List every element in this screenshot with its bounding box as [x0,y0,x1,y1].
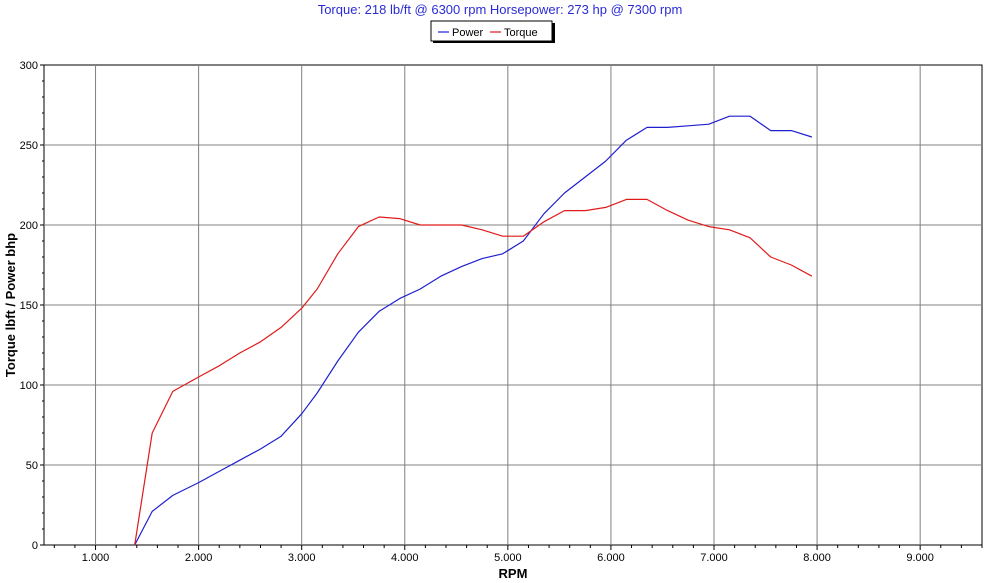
y-tick-label: 300 [20,60,38,72]
x-tick-label: 5.000 [494,552,522,564]
x-tick-label: 6.000 [597,552,625,564]
power-series-line [134,115,813,546]
x-tick-label: 9.000 [906,552,934,564]
x-tick-label: 7.000 [700,552,728,564]
grid [44,65,982,545]
legend-power-label: Power [452,27,484,39]
torque-series-line [134,198,813,546]
axis-ticks: 1.000 2.000 3.000 4.000 5.000 6.000 7.000 8.000… [20,60,983,564]
x-tick-label: 2.000 [185,552,213,564]
y-axis-title: Torque lbft / Power bhp [3,233,18,377]
y-tick-label: 150 [20,300,38,312]
x-axis-title: RPM [499,566,528,581]
y-tick-label: 50 [26,460,38,472]
legend-box [430,20,553,42]
x-tick-label: 8.000 [803,552,831,564]
y-tick-label: 200 [20,220,38,232]
series-lines [134,115,813,546]
y-tick-label: 0 [32,540,38,552]
x-tick-label: 3.000 [288,552,316,564]
x-tick-label: 4.000 [391,552,419,564]
y-tick-label: 100 [20,380,38,392]
legend: Power Torque [430,20,555,43]
x-tick-label: 1.000 [82,552,110,564]
chart-subtitle: Torque: 218 lb/ft @ 6300 rpm Horsepower:… [318,2,683,17]
y-tick-label: 250 [20,140,38,152]
legend-torque-label: Torque [504,27,538,39]
